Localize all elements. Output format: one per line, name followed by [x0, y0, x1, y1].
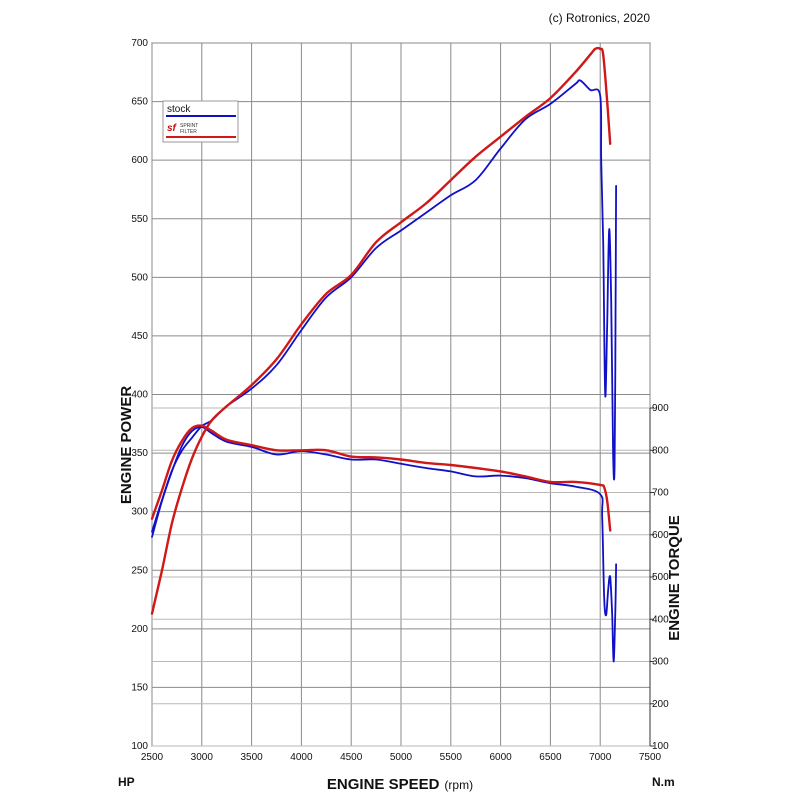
sprint-filter-torque-line: [150, 424, 612, 532]
y2-tick-label: 100: [652, 741, 669, 752]
y-tick-label: 600: [131, 155, 148, 166]
y2-tick-label: 500: [652, 572, 669, 583]
y-tick-label: 350: [131, 448, 148, 459]
y-axis-title: ENGINE POWER: [118, 386, 135, 505]
y-tick-label: 400: [131, 390, 148, 401]
x-tick-label: 6500: [539, 752, 562, 763]
y-tick-label: 250: [131, 565, 148, 576]
y-tick-label: 650: [131, 97, 148, 108]
y-tick-label: 450: [131, 331, 148, 342]
x-tick-label: 3000: [191, 752, 214, 763]
x-axis-unit: (rpm): [444, 778, 473, 792]
tick-labels: 2500 3000 3500 4000 4500 5000 5500 6000 6500 7000…: [131, 38, 669, 763]
x-tick-label: 4500: [340, 752, 363, 763]
x-tick-label: 6000: [489, 752, 512, 763]
y2-tick-label: 200: [652, 699, 669, 710]
x-tick-label: 3500: [240, 752, 263, 763]
y-tick-label: 100: [131, 741, 148, 752]
secondary-y-axis: [649, 407, 654, 747]
svg-text:sf: sf: [167, 123, 178, 134]
y2-tick-label: 900: [652, 403, 669, 414]
y2-tick-label: 400: [652, 614, 669, 625]
grid-lines: [151, 42, 651, 747]
sprint-filter-logo: sf SPRINT FILTER: [167, 123, 198, 135]
x-tick-label: 5500: [440, 752, 463, 763]
x-tick-label: 7000: [589, 752, 612, 763]
y-tick-label: 500: [131, 272, 148, 283]
sprint-filter-power-line: [150, 46, 612, 615]
x-tick-label: 5000: [390, 752, 413, 763]
stock-torque-line: [151, 426, 617, 663]
y-tick-label: 200: [131, 624, 148, 635]
x-axis-title-group: ENGINE SPEED (rpm): [327, 776, 473, 793]
x-tick-label: 2500: [141, 752, 164, 763]
legend-box: [162, 100, 239, 143]
y2-tick-label: 700: [652, 488, 669, 499]
y2-axis-unit: N.m: [652, 775, 675, 789]
legend-label-stock: stock: [167, 104, 191, 115]
y-axis-unit: HP: [118, 775, 135, 789]
x-axis-title: ENGINE SPEED: [327, 776, 440, 793]
legend: stock sf SPRINT FILTER: [162, 100, 239, 143]
y2-tick-label: 600: [652, 530, 669, 541]
y2-tick-label: 300: [652, 657, 669, 668]
y-tick-label: 550: [131, 214, 148, 225]
y-tick-label: 300: [131, 507, 148, 518]
y2-tick-label: 800: [652, 445, 669, 456]
series-layer: [150, 46, 617, 663]
x-tick-label: 4000: [290, 752, 313, 763]
svg-text:SPRINT: SPRINT: [180, 123, 198, 129]
y2-axis-title: ENGINE TORQUE: [666, 515, 683, 641]
y-tick-label: 150: [131, 682, 148, 693]
svg-text:FILTER: FILTER: [180, 129, 197, 135]
copyright-text: (c) Rotronics, 2020: [549, 11, 651, 25]
y-tick-label: 700: [131, 38, 148, 49]
x-tick-label: 7500: [639, 752, 662, 763]
